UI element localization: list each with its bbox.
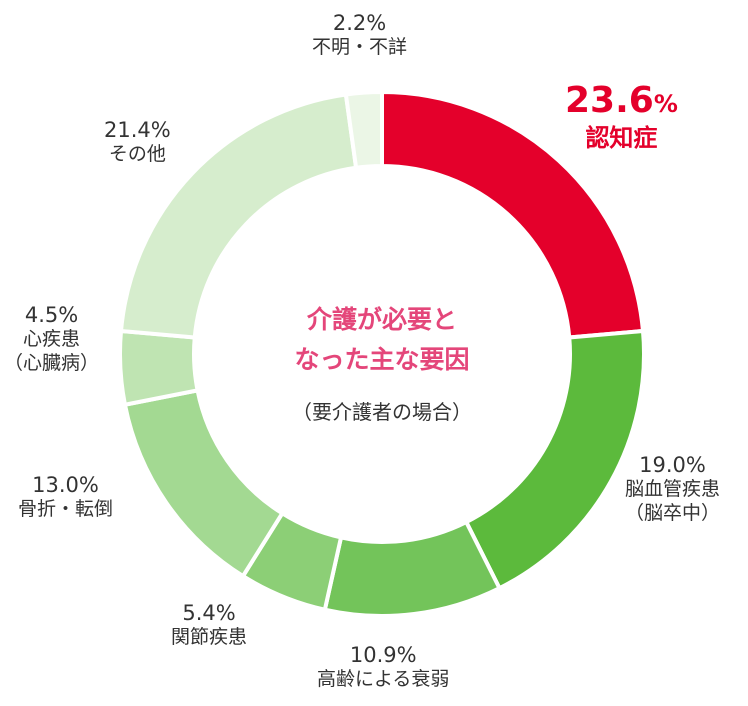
- slice-value: 10.9%: [349, 643, 417, 667]
- slice-name: 関節疾患: [171, 626, 248, 649]
- slice-value: 5.4%: [182, 601, 236, 625]
- slice-value: 13.0%: [32, 473, 99, 497]
- slice-value: 23.6%: [565, 80, 678, 121]
- donut-slice-2: [322, 519, 503, 618]
- slice-name: 脳血管疾患: [625, 478, 721, 501]
- slice-label-unknown: 2.2% 不明・不詳: [312, 10, 407, 60]
- slice-value: 21.4%: [104, 118, 171, 142]
- slice-label-other: 21.4% その他: [104, 117, 171, 167]
- slice-value: 19.0%: [639, 453, 706, 477]
- slice-label-fracture: 13.0% 骨折・転倒: [18, 472, 113, 522]
- slice-name: その他: [108, 143, 166, 166]
- slice-label-joint: 5.4% 関節疾患: [171, 600, 247, 650]
- chart-title-line-1: 介護が必要と: [306, 305, 457, 334]
- chart-title: 介護が必要と なった主な要因: [232, 300, 532, 380]
- slice-name: 心疾患: [23, 328, 81, 351]
- chart-subtitle: （要介護者の場合）: [292, 400, 472, 424]
- slice-name: 認知症: [585, 124, 658, 152]
- slice-name-sub: （心臓病）: [4, 352, 100, 374]
- slice-label-dementia: 23.6% 認知症: [565, 78, 678, 153]
- slice-name: 高齢による衰弱: [317, 668, 450, 691]
- slice-name: 不明・不詳: [312, 36, 408, 59]
- slice-name-sub: （脳卒中）: [625, 502, 721, 524]
- slice-value: 4.5%: [24, 303, 79, 327]
- slice-label-cerebrovascular: 19.0% 脳血管疾患 （脳卒中）: [625, 452, 720, 526]
- slice-label-heart: 4.5% 心疾患 （心臓病）: [4, 302, 99, 376]
- slice-label-frailty: 10.9% 高齢による衰弱: [317, 642, 449, 692]
- donut-slice-7: [343, 89, 384, 171]
- donut-slice-5: [118, 328, 200, 408]
- chart-title-line-2: なった主な要因: [294, 345, 470, 374]
- slice-value: 2.2%: [332, 11, 387, 35]
- slice-name: 骨折・転倒: [18, 498, 114, 521]
